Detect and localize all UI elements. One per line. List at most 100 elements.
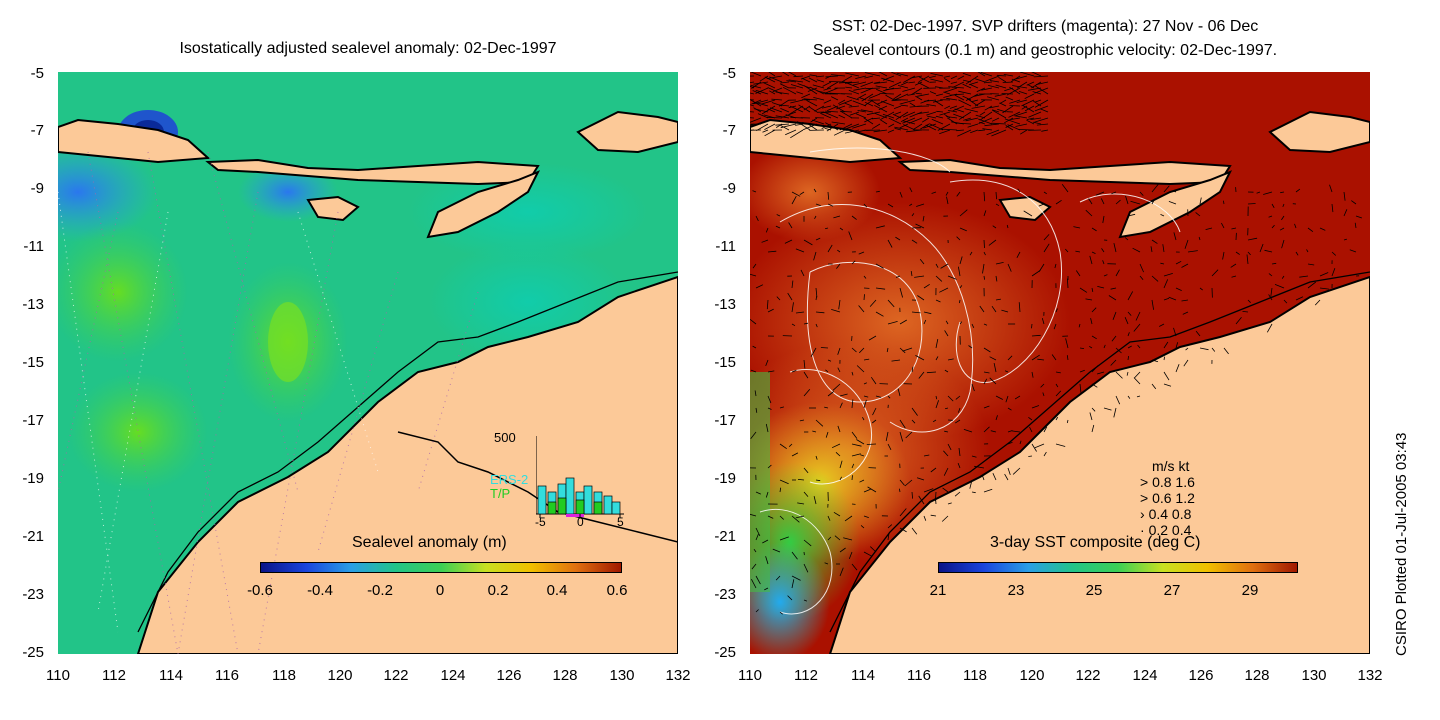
velocity-vector: [899, 99, 916, 105]
right-ytick: -5: [722, 65, 736, 82]
velocity-vector: [852, 123, 867, 129]
velocity-vector: [767, 370, 775, 373]
velocity-vector: [935, 356, 939, 361]
velocity-vector: [931, 118, 944, 125]
velocity-vector: [988, 239, 997, 246]
right-xtick: 124: [1132, 667, 1158, 684]
velocity-vector: [863, 358, 870, 361]
velocity-vector: [1007, 263, 1012, 272]
left-xtick: 122: [383, 667, 409, 684]
velocity-vector: [852, 100, 867, 107]
velocity-vector: [815, 203, 821, 206]
velocity-vector: [1295, 251, 1299, 256]
velocity-vector: [846, 123, 860, 129]
velocity-vector: [950, 75, 958, 80]
velocity-vector: [831, 309, 841, 313]
velocity-vector: [958, 111, 972, 120]
velocity-vector: [755, 533, 759, 541]
velocity-vector: [1075, 250, 1081, 253]
velocity-vector: [809, 106, 818, 113]
velocity-vector: [861, 93, 874, 102]
velocity-vector: [1264, 249, 1273, 253]
velocity-vector: [926, 371, 937, 374]
velocity-vector: [984, 123, 1000, 127]
velocity-vector: [989, 377, 997, 385]
velocity-vector: [1055, 199, 1062, 205]
velocity-vector: [995, 275, 998, 282]
velocity-vector: [945, 191, 949, 196]
velocity-vector: [891, 72, 902, 77]
velocity-vector: [1033, 100, 1042, 107]
velocity-vector: [1184, 239, 1189, 249]
velocity-vector: [1009, 86, 1021, 95]
velocity-vector: [1235, 251, 1240, 255]
velocity-legend-row: > 0.8 1.6: [1140, 474, 1195, 490]
velocity-vector: [750, 85, 755, 89]
sealevel-cbar-tick: 0: [435, 582, 445, 599]
velocity-vector: [958, 90, 972, 95]
velocity-vector: [1028, 455, 1033, 457]
velocity-vector: [816, 79, 825, 83]
velocity-vector: [779, 611, 783, 615]
velocity-vector: [996, 74, 1007, 77]
velocity-vector: [1078, 323, 1081, 328]
velocity-vector: [866, 443, 877, 445]
velocity-vector: [1004, 473, 1009, 481]
velocity-vector: [1085, 209, 1093, 217]
velocity-vector: [917, 295, 925, 301]
velocity-vector: [1163, 383, 1172, 387]
velocity-vector: [932, 419, 937, 423]
velocity-vector: [909, 111, 923, 118]
velocity-vector: [969, 479, 973, 489]
velocity-vector: [918, 76, 930, 83]
velocity-vector: [995, 395, 1003, 400]
velocity-vector: [779, 536, 789, 541]
velocity-vector: [1319, 272, 1329, 277]
velocity-vector: [875, 263, 884, 269]
velocity-vector: [902, 120, 916, 125]
velocity-vector: [1103, 274, 1108, 277]
velocity-vector: [838, 99, 853, 106]
velocity-vector: [1271, 224, 1275, 229]
velocity-vector: [1151, 383, 1157, 390]
velocity-vector: [930, 73, 944, 77]
velocity-vector: [1018, 91, 1028, 95]
inset-ymax-label: 500: [494, 430, 516, 445]
velocity-vector: [904, 479, 913, 487]
velocity-vector: [911, 407, 918, 416]
velocity-vector: [943, 467, 949, 476]
velocity-vector: [779, 487, 782, 493]
velocity-vector: [1021, 105, 1028, 110]
left-xtick: 114: [159, 667, 183, 684]
right-xtick: 132: [1357, 667, 1383, 684]
velocity-vector: [1085, 298, 1093, 301]
velocity-vector: [1031, 323, 1033, 329]
velocity-vector: [875, 190, 880, 193]
velocity-vector: [753, 548, 757, 553]
velocity-vector: [795, 311, 805, 314]
velocity-vector: [821, 111, 832, 114]
sst-cbar-tick: 23: [1007, 582, 1025, 599]
velocity-vector: [1343, 209, 1348, 217]
velocity-vector: [1132, 247, 1141, 253]
velocity-vector: [901, 81, 909, 86]
velocity-vector: [1168, 201, 1177, 205]
velocity-vector: [807, 123, 818, 131]
velocity-vector: [947, 502, 952, 505]
velocity-vector: [779, 443, 787, 450]
right-xtick: 122: [1075, 667, 1101, 684]
velocity-vector: [836, 263, 841, 269]
velocity-vector: [864, 75, 874, 79]
velocity-vector: [962, 83, 972, 89]
velocity-vector: [797, 502, 805, 505]
velocity-vector: [1088, 345, 1093, 349]
velocity-vector: [947, 443, 952, 451]
velocity-vector: [1040, 108, 1049, 113]
velocity-vector: [764, 76, 776, 83]
velocity-vector: [845, 129, 853, 131]
velocity-vector: [923, 283, 930, 289]
velocity-vector: [823, 111, 839, 119]
velocity-vector: [954, 94, 965, 101]
velocity-vector: [923, 311, 932, 315]
velocity-vector: [831, 96, 839, 101]
